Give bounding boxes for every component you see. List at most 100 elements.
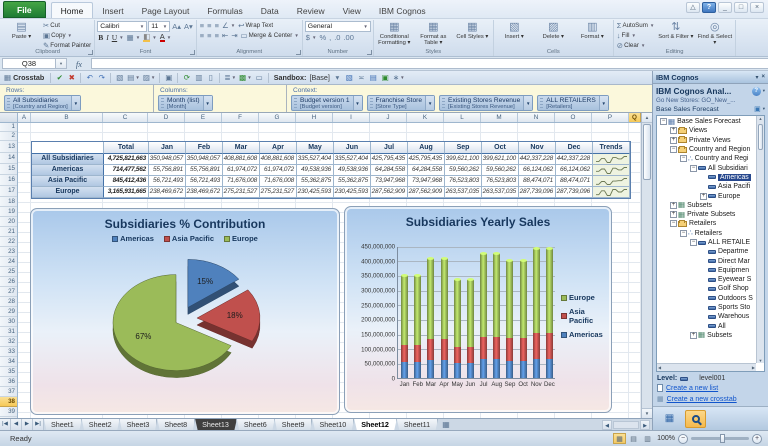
column-header-i[interactable]: I <box>333 113 370 122</box>
filter-chip-all-retailers[interactable]: ALL RETAILERS [Retailers] ▼ <box>537 95 609 111</box>
expander-icon[interactable]: + <box>700 192 707 200</box>
tree-scroll-thumb[interactable] <box>758 124 763 150</box>
row-header-21[interactable]: 21 <box>0 227 17 237</box>
row-label-europe[interactable]: Europe <box>32 187 104 198</box>
filter-chip-franchise-store[interactable]: Franchise Store [Store Type] ▼ <box>366 95 436 111</box>
chip-dropdown-icon[interactable]: ▼ <box>598 96 608 110</box>
tab-scroll-track[interactable] <box>613 420 639 429</box>
insert-member-button[interactable]: ▤ ▼ <box>126 72 141 84</box>
expander-icon[interactable]: − <box>670 220 677 228</box>
zoom-slider[interactable] <box>691 434 749 443</box>
row-header-38[interactable]: 38 <box>0 397 17 407</box>
number-dialog-launcher[interactable] <box>366 50 372 55</box>
cognos-source-tree[interactable]: − ▦ Base Sales Forecast + Views + Private View… <box>656 115 765 372</box>
total-cell[interactable]: 845,412,436 <box>104 176 149 187</box>
accounting-format-button[interactable]: $ ▼ <box>305 33 318 42</box>
tree-item-outdoors-s[interactable]: Outdoors S <box>658 294 755 303</box>
row-header-36[interactable]: 36 <box>0 377 17 387</box>
name-box-arrow-icon[interactable]: ▾ <box>56 58 67 69</box>
trend-sparkline[interactable] <box>593 187 630 198</box>
row-header-24[interactable]: 24 <box>0 257 17 267</box>
bar-segment-americas[interactable] <box>519 360 527 378</box>
column-label-may[interactable]: May <box>297 142 334 154</box>
bar-segment-asia-pacific[interactable] <box>414 345 422 362</box>
row-header-33[interactable]: 33 <box>0 347 17 357</box>
column-label-oct[interactable]: Oct <box>482 142 519 154</box>
increase-indent-button[interactable]: ⇥ <box>230 31 238 40</box>
bar-segment-europe[interactable] <box>427 258 435 339</box>
data-cell[interactable]: 408,881,608 <box>223 154 260 165</box>
tree-item-all-retaile[interactable]: − ALL RETAILE <box>658 238 755 247</box>
font-size-combo[interactable]: 11 ▼ <box>148 21 171 32</box>
tree-item-country-and-regi[interactable]: − ∴ Country and Regi <box>658 154 755 163</box>
data-cell[interactable]: 442,337,228 <box>519 154 556 165</box>
tab-scroll-left-icon[interactable]: ◀ <box>602 419 612 430</box>
filter-chip-existing-stores-revenue[interactable]: Existing Stores Revenue [Existing Stores … <box>439 95 534 111</box>
column-label-sep[interactable]: Sep <box>445 142 482 154</box>
sandbox-dropdown-button[interactable]: ▾ <box>332 72 343 84</box>
cell-styles-button[interactable]: ▦ Cell Styles ▾ <box>454 21 491 50</box>
data-cell[interactable]: 287,562,909 <box>408 187 445 198</box>
bar-segment-asia-pacific[interactable] <box>466 347 474 364</box>
data-cell[interactable]: 71,676,008 <box>260 176 297 187</box>
row-header-18[interactable]: 18 <box>0 197 17 207</box>
data-cell[interactable]: 335,527,404 <box>297 154 334 165</box>
row-header-34[interactable]: 34 <box>0 357 17 367</box>
font-name-combo[interactable]: Calibri ▼ <box>97 21 148 32</box>
format-cells-button[interactable]: ▥ Format ▾ <box>574 21 611 50</box>
data-cell[interactable]: 238,469,672 <box>186 187 223 198</box>
tree-item-base-sales-forecast[interactable]: − ▦ Base Sales Forecast <box>658 117 755 126</box>
column-header-q[interactable]: Q <box>629 113 641 122</box>
conditional-formatting-button[interactable]: ▦ Conditional Formatting ▾ <box>376 21 413 50</box>
column-label-trends[interactable]: Trends <box>593 142 630 154</box>
minimize-button[interactable]: _ <box>718 2 732 13</box>
expander-icon[interactable]: − <box>680 155 687 163</box>
name-box[interactable]: Q38 <box>2 58 56 69</box>
normal-view-button[interactable]: ▦ <box>613 433 627 444</box>
find-select-button[interactable]: ◎ Find & Select ▾ <box>696 21 733 50</box>
data-cell[interactable]: 88,474,071 <box>556 176 593 187</box>
tree-item-golf-shop[interactable]: Golf Shop <box>658 284 755 293</box>
vertical-scrollbar[interactable]: ▲ ▼ <box>641 113 652 418</box>
column-header-j[interactable]: J <box>370 113 407 122</box>
tree-item-retailers[interactable]: − Retailers <box>658 219 755 228</box>
bar-segment-americas[interactable] <box>453 363 461 378</box>
decrease-indent-button[interactable]: ⇤ <box>221 31 229 40</box>
data-cell[interactable]: 61,974,072 <box>260 165 297 176</box>
align-top-button[interactable]: ≡ <box>199 21 205 30</box>
total-cell[interactable]: 3,165,931,665 <box>104 187 149 198</box>
sheet-tab-sheet3[interactable]: Sheet3 <box>119 419 158 430</box>
row-header-2[interactable]: 2 <box>0 132 17 141</box>
delete-cells-button[interactable]: ▨ Delete ▾ <box>535 21 572 50</box>
data-cell[interactable]: 56,721,493 <box>149 176 186 187</box>
last-sheet-button[interactable]: ▶| <box>33 419 44 430</box>
copy-button[interactable]: ▣ Copy ▼ <box>42 31 73 40</box>
suppress-rows-button[interactable]: ≣ ▼ <box>223 72 237 84</box>
column-label-nov[interactable]: Nov <box>519 142 556 154</box>
insert-function-icon[interactable]: fx <box>75 58 83 69</box>
ribbon-tab-insert[interactable]: Insert <box>102 6 124 16</box>
row-label-asia-pacific[interactable]: Asia Pacific <box>32 176 104 187</box>
data-cell[interactable]: 64,284,558 <box>371 165 408 176</box>
save-button[interactable]: ▣ <box>163 72 174 84</box>
column-header-p[interactable]: P <box>592 113 629 122</box>
align-center-button[interactable]: ≡ <box>206 31 212 40</box>
insert-cells-button[interactable]: ▧ Insert ▾ <box>496 21 533 50</box>
pie-slice-asia-pacific[interactable] <box>196 289 261 342</box>
zoom-out-button[interactable]: − <box>678 433 688 444</box>
tree-item-all-subsidiari[interactable]: − All Subsidiari <box>658 163 755 172</box>
insert-chart-button[interactable]: ▩ ▼ <box>238 72 253 84</box>
row-header-31[interactable]: 31 <box>0 327 17 337</box>
data-cell[interactable]: 275,231,527 <box>260 187 297 198</box>
bar-segment-americas[interactable] <box>440 359 448 378</box>
sheet-tab-sheet9[interactable]: Sheet9 <box>274 419 313 430</box>
bar-segment-asia-pacific[interactable] <box>532 332 540 359</box>
tab-scroll-right-icon[interactable]: ▶ <box>640 419 650 430</box>
filter-chip-all-subsidiaries[interactable]: All Subsidiaries [Country and Region] ▼ <box>4 95 81 111</box>
column-label-jun[interactable]: Jun <box>334 142 371 154</box>
column-label-apr[interactable]: Apr <box>260 142 297 154</box>
tree-item-private-subsets[interactable]: + ▦ Private Subsets <box>658 210 755 219</box>
ribbon-tab-page-layout[interactable]: Page Layout <box>141 6 190 16</box>
panel-close-icon[interactable]: × <box>761 73 765 80</box>
